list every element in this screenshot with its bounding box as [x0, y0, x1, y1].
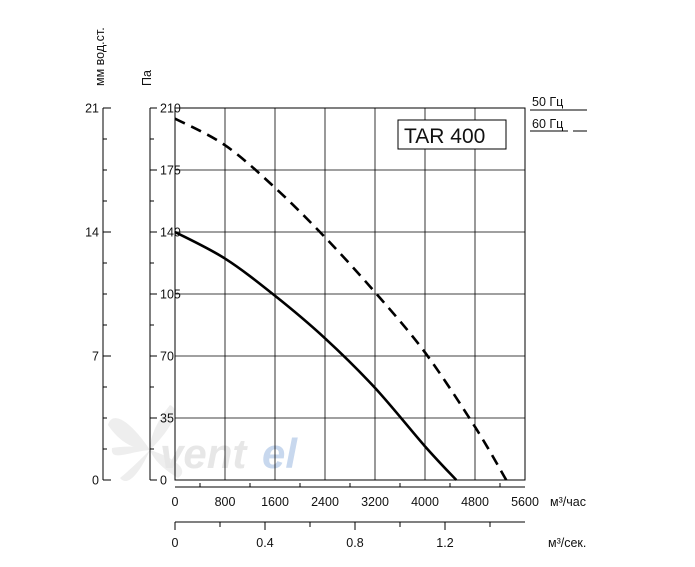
series-group: [174, 117, 508, 481]
series-line-50hz: [174, 230, 458, 481]
y-secondary-tick-label: 14: [85, 226, 99, 240]
watermark: vent el: [108, 405, 298, 482]
y-secondary-tick-label: 0: [92, 474, 99, 488]
y-primary-tick-label: 175: [160, 164, 181, 178]
legend-label-60hz: 60 Гц: [532, 117, 563, 131]
y-primary-tick-label: 140: [160, 226, 181, 240]
model-label: TAR 400: [404, 125, 485, 148]
x-secondary-tick-label: 0.4: [256, 536, 273, 550]
y-primary-unit-label: Па: [140, 70, 154, 86]
y-primary-tick-label: 35: [160, 412, 174, 426]
watermark-brand-main: vent: [160, 430, 248, 477]
x-secondary-tick-label: 0: [172, 536, 179, 550]
y-primary-tick-label: 0: [160, 474, 167, 488]
x-primary-tick-label: 0: [172, 495, 179, 509]
x-primary-tick-label: 5600: [511, 495, 539, 509]
x-secondary-tick-label: 1.2: [436, 536, 453, 550]
y-primary-tick-label: 105: [160, 288, 181, 302]
y-secondary-unit-label: мм вод.ст.: [93, 27, 107, 86]
watermark-fan-icon: [108, 405, 183, 482]
model-label-frame: [397, 119, 507, 150]
model-label-box: TAR 400: [397, 119, 507, 150]
y-primary-tick-label: 210: [160, 102, 181, 116]
grid: [175, 108, 525, 480]
x-primary-unit-label: м³/час: [550, 495, 586, 509]
x-primary-tick-label: 2400: [311, 495, 339, 509]
watermark-brand-accent: el: [262, 430, 298, 477]
x-primary-tick-label: 3200: [361, 495, 389, 509]
legend-label-50hz: 50 Гц: [532, 95, 563, 109]
x-primary-tick-label: 800: [215, 495, 236, 509]
x-secondary-unit-label: м³/сек.: [548, 536, 586, 550]
legend: 50 Гц 60 Гц: [530, 95, 587, 132]
y-primary-tick-label: 70: [160, 350, 174, 364]
x-secondary-tick-label: 0.8: [346, 536, 363, 550]
series-line-60hz: [174, 117, 508, 481]
x-primary-tick-label: 4800: [461, 495, 489, 509]
x-primary-tick-label: 4000: [411, 495, 439, 509]
y-secondary-tick-label: 21: [85, 102, 99, 116]
x-primary-tick-label: 1600: [261, 495, 289, 509]
y-secondary-tick-label: 7: [92, 350, 99, 364]
